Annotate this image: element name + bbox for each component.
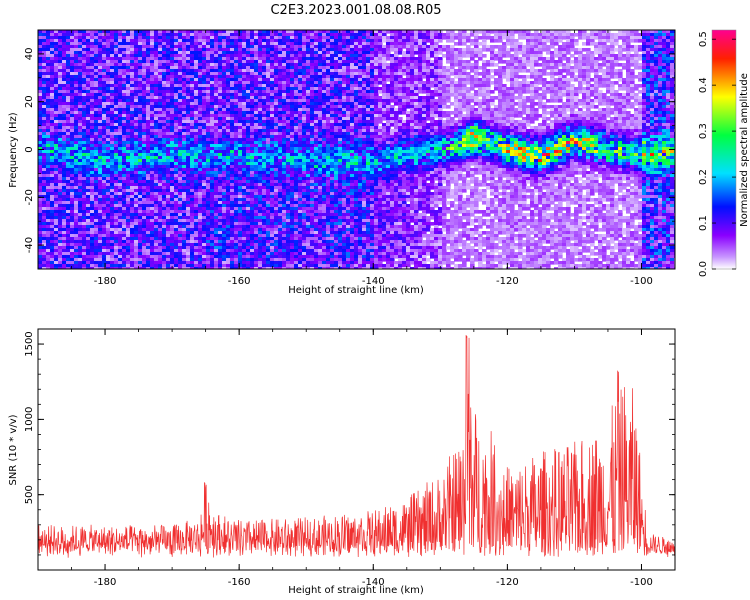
- spectrogram-x-tick-label: -160: [228, 276, 251, 287]
- snr-x-tick-label: -160: [228, 577, 251, 588]
- colorbar-tick-label: 0.1: [698, 215, 709, 231]
- snr-x-ticks: -180 -160 -140 -120 -100: [37, 329, 676, 588]
- colorbar-tick-label: 0.2: [698, 169, 709, 185]
- spectrogram-x-label: Height of straight line (km): [288, 285, 424, 296]
- snr-x-tick-label: -180: [94, 577, 117, 588]
- colorbar: 0.0 0.1 0.2 0.3 0.4 0.5 Normalized spectral a…: [698, 29, 750, 277]
- snr-x-tick-label: -120: [496, 577, 519, 588]
- snr-y-ticks: 500 1000 1500: [24, 331, 675, 556]
- colorbar-gradient: [712, 30, 736, 269]
- spectrogram-y-tick-label: 0: [24, 146, 35, 152]
- colorbar-tick-label: 0.0: [698, 261, 709, 277]
- spectrogram-y-tick-label: 20: [24, 95, 35, 108]
- snr-y-tick-label: 500: [24, 485, 35, 504]
- colorbar-tick-label: 0.4: [698, 77, 709, 93]
- spectrogram-x-tick-label: -100: [630, 276, 653, 287]
- snr-panel: -180 -160 -140 -120 -100 500 1000 1500 Height …: [8, 328, 676, 596]
- snr-x-tick-label: -100: [630, 577, 653, 588]
- spectrogram-heatmap: [38, 30, 675, 269]
- snr-series-line: [38, 335, 675, 558]
- spectrogram-y-ticks: -40 -20 0 20 40: [24, 29, 675, 270]
- spectrogram-x-tick-label: -180: [94, 276, 117, 287]
- spectrogram-y-label: Frequency (Hz): [8, 112, 19, 188]
- colorbar-ticks: 0.0 0.1 0.2 0.3 0.4 0.5: [698, 31, 736, 277]
- spectrogram-y-tick-label: 40: [24, 48, 35, 61]
- snr-x-label: Height of straight line (km): [288, 585, 424, 596]
- spectrogram-y-tick-label: -40: [24, 237, 35, 253]
- colorbar-tick-label: 0.3: [698, 123, 709, 139]
- spectrogram-x-tick-label: -140: [362, 276, 385, 287]
- colorbar-tick-label: 0.5: [698, 31, 709, 47]
- snr-x-tick-label: -140: [362, 577, 385, 588]
- figure-title: C2E3.2023.001.08.08.R05: [270, 3, 441, 18]
- spectrogram-y-tick-label: -20: [24, 189, 35, 205]
- spectrogram-x-tick-label: -120: [496, 276, 519, 287]
- snr-y-tick-label: 1000: [24, 407, 35, 432]
- snr-y-tick-label: 1500: [24, 331, 35, 356]
- spectrogram-panel: -180 -160 -140 -120 -100 -40 -20 0 20 40 Height …: [8, 29, 676, 296]
- colorbar-label: Normalized spectral amplitude: [739, 73, 750, 227]
- spectrogram-x-ticks: -180 -160 -140 -120 -100: [37, 30, 676, 287]
- colorbar-frame: [711, 29, 737, 270]
- snr-y-label: SNR (10 * v/v): [8, 414, 19, 485]
